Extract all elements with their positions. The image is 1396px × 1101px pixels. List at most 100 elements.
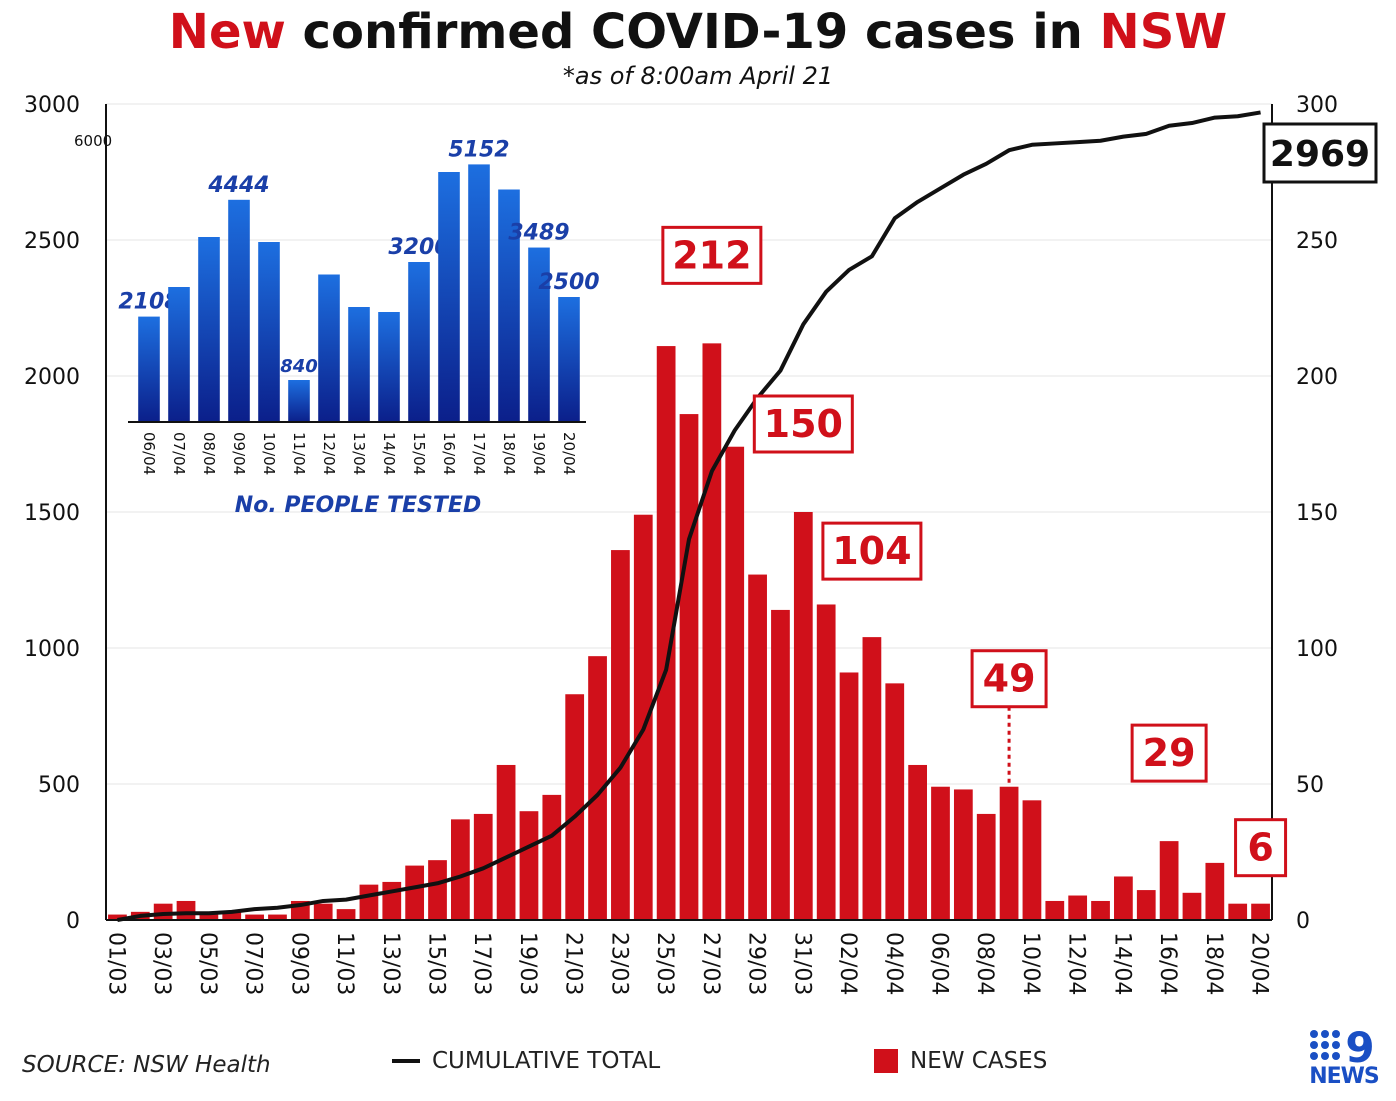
- inset-x-tick: 12/04: [320, 432, 338, 475]
- new-cases-bar: [793, 512, 813, 920]
- new-cases-bar: [1045, 900, 1065, 920]
- y-right-tick: 300: [1296, 93, 1338, 118]
- new-cases-bar: [1091, 900, 1110, 920]
- new-cases-bar: [679, 414, 699, 920]
- new-cases-bar: [1205, 862, 1225, 920]
- new-cases-bar: [1182, 892, 1202, 920]
- cumulative-line-group: [117, 110, 1261, 922]
- callout-box: [1130, 723, 1208, 783]
- new-cases-bar: [450, 819, 470, 920]
- new-cases-bar: [1228, 903, 1248, 920]
- new-cases-bar: [313, 903, 333, 920]
- x-tick-label: 01/03: [103, 932, 128, 995]
- new-cases-bar: [885, 683, 905, 920]
- new-cases-bar: [816, 604, 836, 920]
- tests-value-label: 840: [280, 356, 318, 377]
- legend-box-swatch: [874, 1049, 898, 1073]
- new-cases-bar: [725, 446, 745, 920]
- tests-bar: [168, 287, 190, 422]
- callout-label: 150: [764, 402, 843, 446]
- new-cases-bar: [542, 794, 562, 920]
- callout: 49: [970, 649, 1048, 787]
- new-cases-bar: [108, 914, 127, 920]
- tests-value-label: 3489: [508, 221, 569, 246]
- title-new: New: [168, 4, 286, 60]
- callout: 29: [1130, 723, 1208, 783]
- tests-bar: [198, 237, 220, 422]
- new-cases-bar: [931, 786, 950, 920]
- callout-box: [752, 394, 854, 454]
- new-cases-bar: [862, 637, 882, 920]
- tests-bar: [528, 247, 550, 422]
- x-tick-label: 05/03: [195, 932, 220, 995]
- callout-box: [821, 521, 923, 581]
- y-left-tick: 3000: [24, 93, 80, 118]
- inset-x-tick: 06/04: [140, 432, 158, 475]
- legend-cumulative: CUMULATIVE TOTAL: [392, 1048, 660, 1074]
- new-cases-bar: [976, 813, 996, 920]
- callout-box: [661, 225, 763, 285]
- new-cases-bar: [1068, 895, 1088, 920]
- y-left-tick: 0: [66, 909, 80, 934]
- x-tick-label: 16/04: [1155, 932, 1180, 995]
- new-cases-bar: [336, 909, 356, 920]
- new-cases-bar: [428, 860, 447, 920]
- new-cases-bars: [108, 343, 1270, 921]
- new-cases-bar: [565, 694, 585, 920]
- tests-bar: [468, 164, 490, 422]
- y-left-tick: 500: [38, 773, 80, 798]
- x-tick-label: 20/04: [1247, 932, 1272, 995]
- callout-label: 212: [672, 233, 751, 277]
- legend-line-swatch: [392, 1059, 420, 1063]
- x-tick-label: 19/03: [515, 932, 540, 995]
- logo-news-text: NEWS: [1309, 1064, 1380, 1089]
- new-cases-bar: [702, 343, 722, 920]
- callout-label: 6: [1247, 826, 1273, 870]
- y-left-tick: 1000: [24, 637, 80, 662]
- legend-new-cases: NEW CASES: [874, 1048, 1047, 1074]
- new-cases-bar: [245, 914, 264, 920]
- x-tick-label: 15/03: [424, 932, 449, 995]
- x-tick-label: 07/03: [241, 932, 266, 995]
- inset-x-tick: 10/04: [260, 432, 278, 475]
- new-cases-bar: [405, 865, 425, 920]
- callout: 6: [1234, 818, 1288, 878]
- nine-news-logo: 9 NEWS: [1306, 1023, 1382, 1090]
- new-cases-bar: [519, 811, 539, 920]
- x-tick-label: 12/04: [1064, 932, 1089, 995]
- new-cases-bar: [268, 914, 287, 920]
- tests-value-label: 4444: [207, 173, 269, 198]
- new-cases-bar: [633, 514, 653, 920]
- inset-x-tick: 20/04: [560, 432, 578, 475]
- svg-text:9: 9: [1345, 1026, 1374, 1066]
- legend-new-cases-label: NEW CASES: [910, 1048, 1048, 1074]
- x-tick-label: 25/03: [652, 932, 677, 995]
- x-tick-label: 31/03: [789, 932, 814, 995]
- inset-x-tick: 18/04: [500, 432, 518, 475]
- inset-x-tick: 11/04: [290, 432, 308, 475]
- x-tick-label: 11/03: [332, 932, 357, 995]
- inset-x-tick: 15/04: [410, 432, 428, 475]
- x-tick-label: 21/03: [561, 932, 586, 995]
- x-tick-label: 02/04: [835, 932, 860, 995]
- tests-value-label: 2500: [538, 270, 599, 295]
- new-cases-bar: [199, 914, 219, 920]
- y-left-tick: 2500: [24, 229, 80, 254]
- new-cases-bar: [1251, 903, 1270, 920]
- y-left-tick: 2000: [24, 365, 80, 390]
- new-cases-bar: [656, 346, 676, 921]
- inset-title: No. PEOPLE TESTED: [235, 493, 481, 518]
- y-right-tick: 50: [1296, 773, 1324, 798]
- x-tick-label: 04/04: [881, 932, 906, 995]
- new-cases-bar: [908, 764, 928, 920]
- new-cases-bar: [222, 911, 242, 920]
- x-tick-label: 10/04: [1018, 932, 1043, 995]
- tests-value-label: 5152: [448, 137, 509, 162]
- callout: 150: [752, 394, 854, 454]
- y-right-tick: 250: [1296, 229, 1338, 254]
- source-note: SOURCE: NSW Health: [22, 1052, 271, 1078]
- new-cases-bar: [176, 900, 196, 920]
- total-label: 2969: [1262, 122, 1378, 184]
- tests-bar: [258, 242, 280, 422]
